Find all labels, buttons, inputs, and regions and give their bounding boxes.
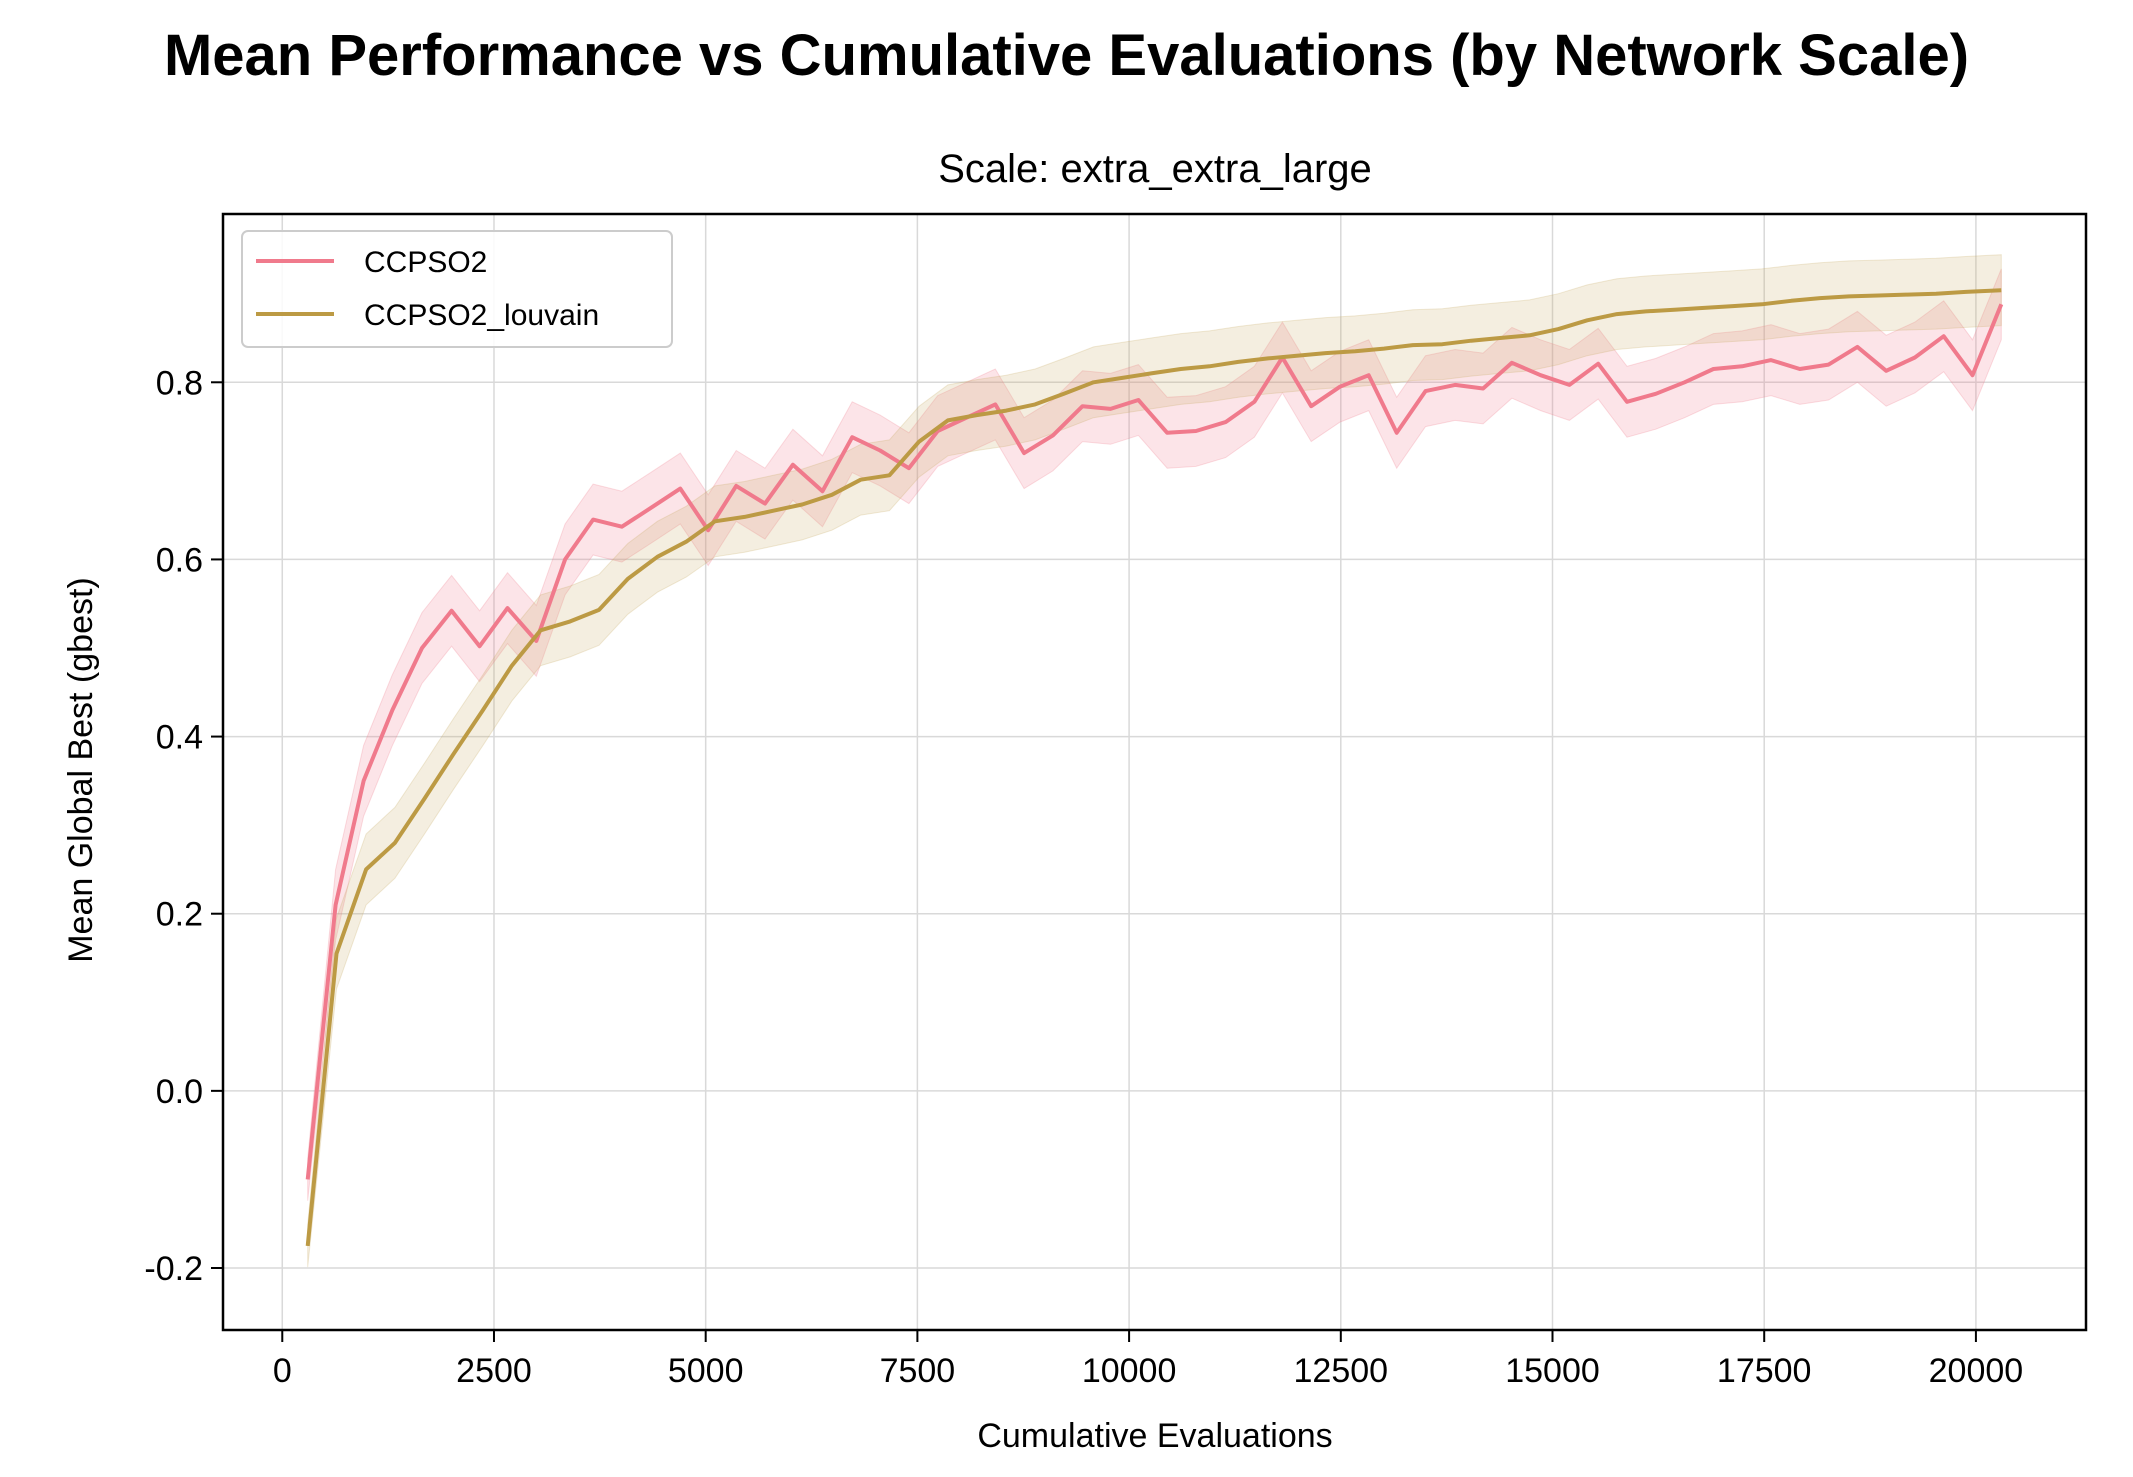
x-tick-label: 10000 [1082,1352,1177,1390]
x-tick-label: 17500 [1717,1352,1812,1390]
y-tick-label: 0.8 [156,364,203,402]
legend-box [241,230,673,348]
legend: CCPSO2 CCPSO2_louvain [241,230,673,348]
plot-title: Scale: extra_extra_large [938,147,1372,191]
legend-label-1: CCPSO2 [364,246,487,279]
series-line-2 [305,288,2002,1247]
series-lines [305,288,2004,1247]
x-tick-label: 20000 [1929,1352,2024,1390]
y-tick-label: 0.2 [156,896,203,934]
x-tick-label: 2500 [456,1352,532,1390]
legend-label-2: CCPSO2_louvain [364,299,599,332]
series-band-1 [307,268,2002,1201]
y-tick-label: 0.6 [156,541,203,579]
y-tick-label: 0.0 [156,1073,203,1111]
x-tick-label: 7500 [880,1352,956,1390]
series-band-2 [307,254,2002,1268]
confidence-bands [307,254,2002,1268]
x-tick-label: 12500 [1294,1352,1389,1390]
x-tick-label: 15000 [1505,1352,1600,1390]
series-line-1 [305,303,2004,1180]
y-tick-label: 0.4 [156,719,203,757]
x-tick-label: 5000 [668,1352,744,1390]
x-tick-label: 0 [273,1352,292,1390]
x-axis-label: Cumulative Evaluations [977,1417,1332,1455]
grid-lines [223,214,2086,1330]
axis-ticks: 0 2500 5000 7500 10000 12500 15000 17500 20000 -0… [144,364,2023,1390]
y-tick-label: -0.2 [144,1250,203,1288]
y-axis-label: Mean Global Best (gbest) [62,577,100,963]
figure-suptitle: Mean Performance vs Cumulative Evaluatio… [163,23,1970,88]
plot-frame [221,212,2088,1332]
